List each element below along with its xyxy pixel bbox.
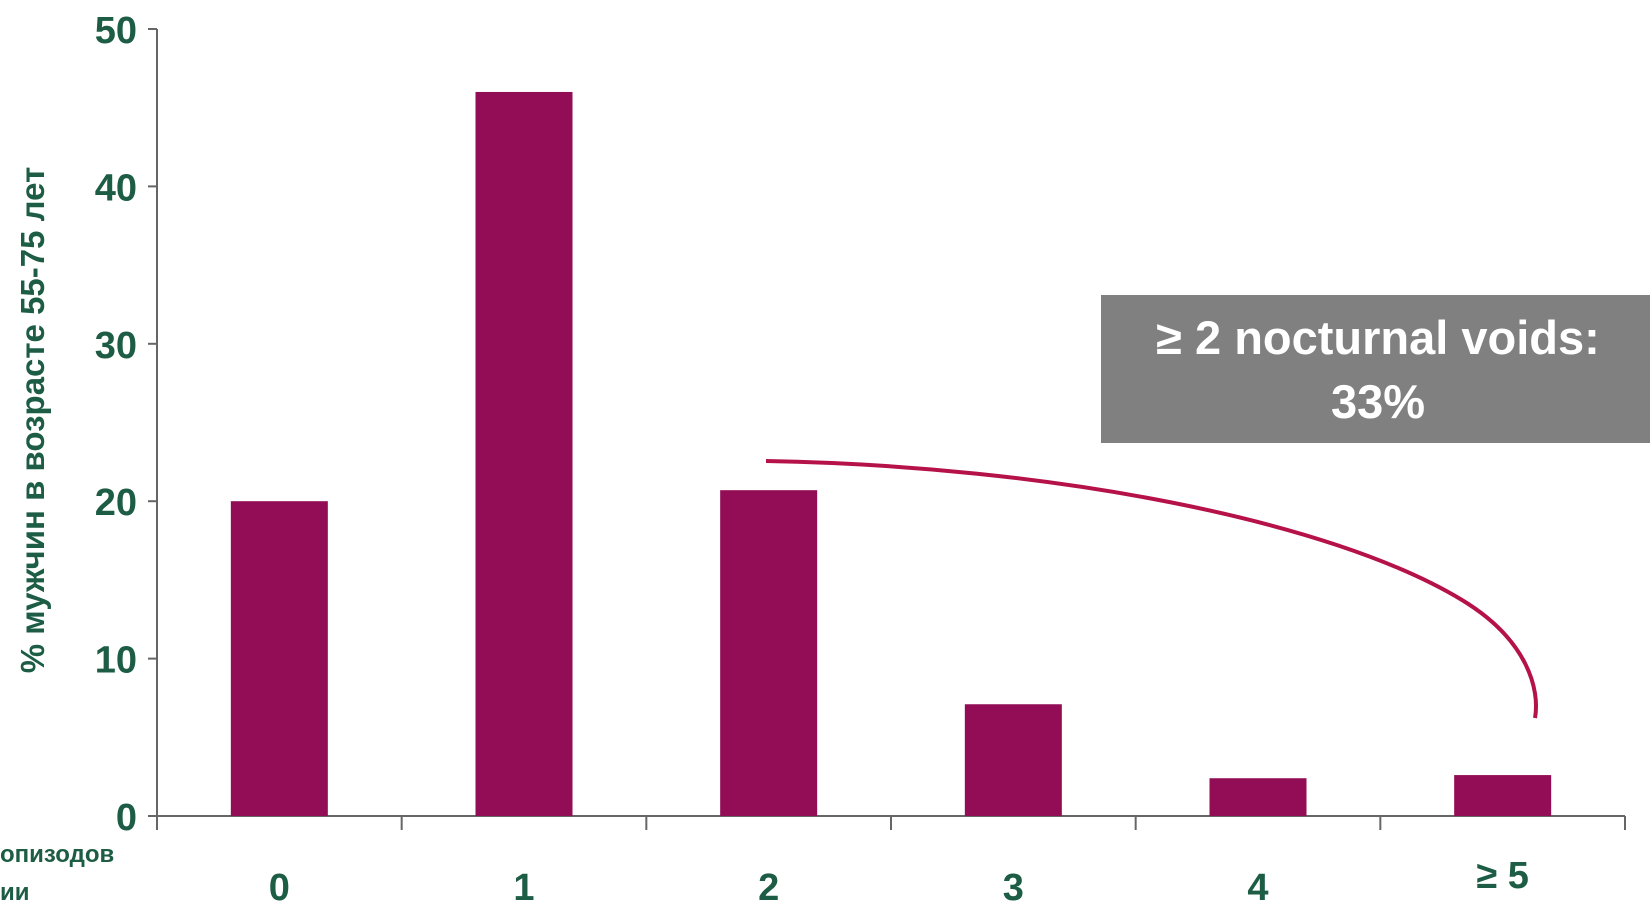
x-tick-label: 4: [1247, 867, 1268, 906]
y-tick-label: 30: [95, 325, 137, 367]
y-axis: 0 10 20 30 40 50: [95, 10, 158, 839]
annotation-text-line-1: ≥ 2 nocturnal voids:: [1156, 311, 1600, 364]
x-tick-label: 0: [269, 867, 290, 906]
annotation-box: [1101, 295, 1650, 443]
x-axis-title-line-2: ии: [0, 879, 30, 906]
y-tick-label: 20: [95, 482, 137, 524]
x-tick-label: ≥ 5: [1476, 855, 1529, 897]
x-tick-labels: 0 1 2 3 4 ≥ 5: [269, 855, 1529, 906]
y-tick-label: 50: [95, 10, 137, 52]
annotation-text-line-2: 33%: [1331, 375, 1425, 428]
y-tick-label: 0: [116, 797, 137, 839]
x-axis: [156, 815, 1626, 830]
bar-3: [964, 704, 1062, 816]
bar-4: [1209, 778, 1307, 816]
bars: [230, 91, 1552, 816]
bar-0: [230, 501, 328, 816]
bar-5: [1454, 775, 1552, 816]
bar-2: [720, 490, 818, 816]
y-tick-label: 10: [95, 640, 137, 682]
x-tick-label: 1: [513, 867, 534, 906]
x-tick-label: 3: [1003, 867, 1024, 906]
bracket-arc: [765, 459, 1538, 719]
bar-1: [475, 91, 573, 816]
x-axis-title-line-1: опизодов: [0, 841, 114, 868]
x-tick-label: 2: [758, 867, 779, 906]
y-axis-title: % мужчин в возрасте 55-75 лет: [14, 167, 51, 674]
y-tick-label: 40: [95, 167, 137, 209]
